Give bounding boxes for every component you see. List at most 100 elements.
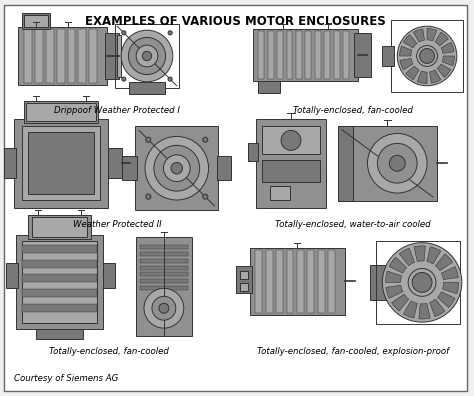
Bar bbox=[268, 31, 273, 79]
Bar bbox=[296, 31, 302, 79]
Bar bbox=[286, 31, 292, 79]
Wedge shape bbox=[438, 292, 455, 308]
Wedge shape bbox=[385, 271, 401, 282]
Bar bbox=[140, 280, 188, 284]
Text: Courtesy of Siemens AG: Courtesy of Siemens AG bbox=[14, 374, 118, 383]
Bar bbox=[256, 118, 326, 208]
Wedge shape bbox=[442, 56, 455, 66]
Bar bbox=[297, 249, 304, 313]
Bar bbox=[265, 249, 273, 313]
Bar bbox=[22, 304, 97, 312]
Circle shape bbox=[142, 51, 152, 61]
Bar bbox=[140, 266, 188, 270]
Bar bbox=[103, 263, 115, 288]
Bar bbox=[16, 235, 103, 329]
Bar bbox=[354, 33, 372, 77]
Circle shape bbox=[145, 137, 209, 200]
Circle shape bbox=[417, 46, 438, 67]
Bar bbox=[28, 215, 91, 239]
Wedge shape bbox=[419, 303, 430, 319]
Circle shape bbox=[203, 137, 208, 142]
Text: Totally-enclosed, fan-cooled: Totally-enclosed, fan-cooled bbox=[292, 106, 412, 114]
Circle shape bbox=[397, 26, 457, 86]
Wedge shape bbox=[403, 35, 417, 48]
Bar bbox=[22, 241, 97, 323]
Bar bbox=[24, 101, 98, 122]
Bar bbox=[286, 249, 293, 313]
Bar bbox=[129, 82, 165, 94]
Text: EXAMPLES OF VARIOUS MOTOR ENCLOSURES: EXAMPLES OF VARIOUS MOTOR ENCLOSURES bbox=[85, 15, 386, 28]
Bar bbox=[328, 249, 335, 313]
Bar bbox=[371, 265, 386, 300]
Wedge shape bbox=[441, 267, 458, 280]
Bar bbox=[337, 126, 437, 201]
Bar bbox=[140, 251, 188, 255]
Bar bbox=[90, 29, 97, 83]
Wedge shape bbox=[441, 42, 454, 53]
Bar bbox=[248, 143, 258, 161]
Wedge shape bbox=[403, 301, 417, 318]
Wedge shape bbox=[437, 64, 451, 77]
Bar bbox=[240, 272, 248, 280]
Wedge shape bbox=[417, 71, 427, 84]
Bar bbox=[318, 249, 325, 313]
Bar bbox=[250, 248, 345, 315]
Circle shape bbox=[171, 162, 182, 174]
Circle shape bbox=[121, 30, 173, 82]
Circle shape bbox=[164, 155, 190, 181]
Bar bbox=[22, 245, 97, 253]
Circle shape bbox=[152, 296, 176, 320]
Bar bbox=[258, 81, 280, 93]
Bar bbox=[4, 148, 16, 178]
Wedge shape bbox=[389, 257, 407, 273]
Bar bbox=[253, 29, 357, 81]
Bar bbox=[56, 29, 64, 83]
Circle shape bbox=[168, 31, 172, 35]
Circle shape bbox=[122, 77, 126, 81]
Bar bbox=[140, 272, 188, 276]
Bar bbox=[270, 186, 290, 200]
Circle shape bbox=[383, 243, 462, 322]
Bar bbox=[22, 13, 50, 29]
Bar bbox=[324, 31, 330, 79]
Bar bbox=[307, 249, 314, 313]
Circle shape bbox=[367, 133, 427, 193]
Circle shape bbox=[144, 288, 184, 328]
Circle shape bbox=[136, 45, 158, 67]
Circle shape bbox=[203, 194, 208, 199]
Bar bbox=[140, 286, 188, 290]
Bar bbox=[36, 329, 83, 339]
Bar bbox=[392, 20, 463, 92]
Bar bbox=[24, 29, 32, 83]
Bar bbox=[32, 217, 87, 237]
Circle shape bbox=[168, 77, 172, 81]
Circle shape bbox=[154, 145, 200, 191]
Bar bbox=[140, 259, 188, 263]
Bar bbox=[24, 15, 48, 27]
Bar bbox=[135, 126, 219, 210]
Bar bbox=[108, 148, 122, 178]
Bar bbox=[115, 24, 179, 88]
Wedge shape bbox=[406, 66, 419, 80]
Wedge shape bbox=[386, 285, 403, 298]
Bar bbox=[262, 126, 320, 154]
Text: Drippoof Weather Protected I: Drippoof Weather Protected I bbox=[54, 106, 180, 114]
Wedge shape bbox=[429, 299, 445, 317]
Wedge shape bbox=[427, 247, 441, 264]
Bar bbox=[277, 31, 283, 79]
Wedge shape bbox=[436, 254, 453, 270]
Bar bbox=[237, 266, 252, 293]
Bar bbox=[343, 31, 349, 79]
Wedge shape bbox=[435, 32, 448, 46]
Circle shape bbox=[408, 268, 436, 296]
Circle shape bbox=[146, 137, 151, 142]
Wedge shape bbox=[392, 294, 409, 311]
Bar bbox=[22, 259, 97, 268]
Circle shape bbox=[389, 155, 405, 171]
Bar bbox=[122, 156, 137, 180]
Wedge shape bbox=[400, 59, 413, 70]
Bar bbox=[305, 31, 311, 79]
Bar bbox=[276, 249, 283, 313]
Bar bbox=[140, 245, 188, 249]
Circle shape bbox=[159, 303, 169, 313]
